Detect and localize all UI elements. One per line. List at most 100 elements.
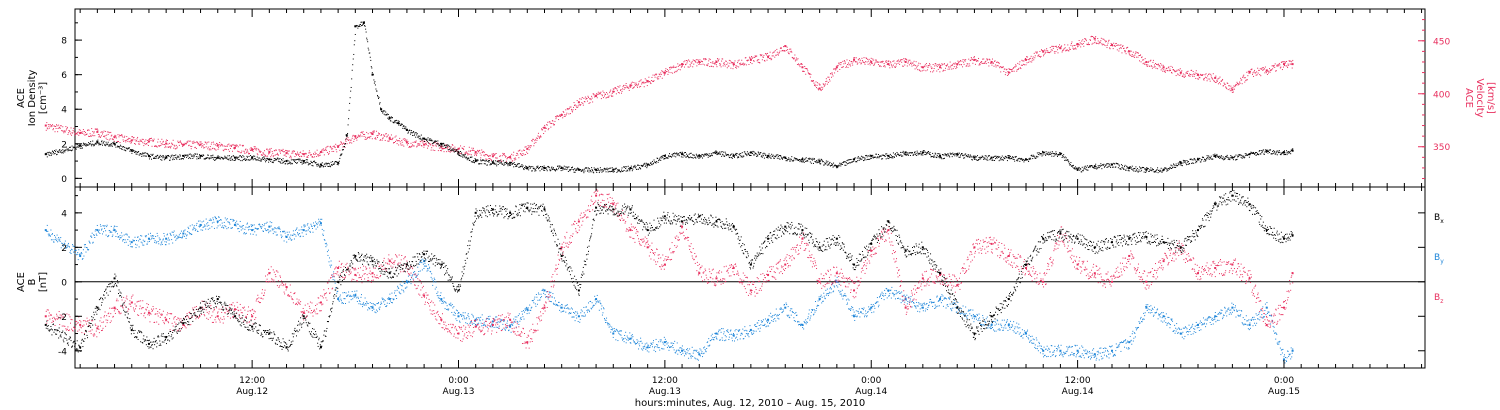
- density-sample: [812, 157, 814, 159]
- density-sample: [577, 168, 579, 170]
- density-sample: [578, 169, 580, 171]
- velocity-sample: [390, 138, 392, 140]
- velocity-sample: [438, 144, 440, 146]
- velocity-sample: [349, 141, 351, 143]
- density-sample: [468, 159, 470, 161]
- velocity-sample: [644, 82, 646, 84]
- density-sample: [362, 23, 364, 25]
- velocity-sample: [411, 145, 413, 147]
- density-sample: [1259, 150, 1261, 152]
- density-sample: [444, 145, 446, 147]
- density-sample: [761, 155, 763, 157]
- density-sample: [534, 168, 536, 170]
- density-sample: [784, 156, 786, 158]
- density-sample: [1126, 167, 1128, 169]
- density-sample: [66, 148, 68, 150]
- velocity-sample: [725, 60, 727, 62]
- velocity-sample: [363, 133, 365, 135]
- density-sample: [873, 156, 875, 158]
- density-sample: [90, 144, 92, 146]
- density-sample: [440, 146, 442, 148]
- density-sample: [397, 120, 399, 122]
- velocity-sample: [230, 145, 232, 147]
- density-sample: [770, 157, 772, 159]
- velocity-sample: [441, 148, 443, 150]
- velocity-sample: [801, 63, 803, 65]
- density-sample: [214, 159, 216, 161]
- density-sample: [1063, 154, 1065, 156]
- density-sample: [755, 153, 757, 155]
- density-sample: [1148, 170, 1150, 172]
- density-sample: [480, 159, 482, 161]
- density-sample: [542, 167, 544, 169]
- density-sample: [855, 161, 857, 163]
- velocity-sample: [55, 125, 57, 127]
- density-sample: [1010, 157, 1012, 159]
- density-sample: [191, 155, 193, 157]
- velocity-point: [79, 131, 82, 134]
- velocity-sample: [865, 61, 867, 63]
- density-sample: [1248, 154, 1250, 156]
- velocity-sample: [365, 136, 367, 138]
- velocity-sample: [115, 137, 117, 139]
- density-sample: [1030, 155, 1032, 157]
- density-sample: [1254, 153, 1256, 155]
- density-sample: [1223, 157, 1225, 159]
- velocity-sample: [1125, 53, 1127, 55]
- velocity-sample: [111, 134, 113, 136]
- density-sample: [1198, 159, 1200, 161]
- velocity-sample: [1171, 72, 1173, 74]
- density-sample: [710, 153, 712, 155]
- velocity-sample: [996, 64, 998, 66]
- density-sample: [322, 166, 324, 168]
- density-sample: [931, 155, 933, 157]
- density-sample: [1148, 170, 1150, 172]
- density-sample: [639, 167, 641, 169]
- velocity-sample: [460, 152, 462, 154]
- velocity-sample: [1043, 53, 1045, 55]
- density-sample: [1001, 159, 1003, 161]
- velocity-sample: [51, 125, 53, 127]
- density-sample: [1258, 150, 1260, 152]
- velocity-sample: [486, 158, 488, 160]
- density-sample: [1186, 160, 1188, 162]
- density-sample: [163, 159, 165, 161]
- velocity-sample: [1132, 55, 1134, 57]
- velocity-sample: [1009, 72, 1011, 74]
- velocity-sample: [590, 99, 592, 101]
- velocity-sample: [927, 66, 929, 68]
- density-sample: [594, 169, 596, 171]
- velocity-sample: [813, 82, 815, 84]
- velocity-sample: [1139, 54, 1141, 56]
- density-sample: [665, 157, 667, 159]
- density-sample: [447, 149, 449, 151]
- density-sample: [572, 168, 574, 170]
- density-sample: [1080, 171, 1082, 173]
- velocity-sample: [740, 62, 742, 64]
- density-sample: [533, 167, 535, 169]
- density-sample: [722, 154, 724, 156]
- velocity-sample: [959, 60, 961, 62]
- velocity-sample: [1287, 63, 1289, 65]
- density-sample: [815, 161, 817, 163]
- velocity-sample: [729, 62, 731, 64]
- density-sample: [106, 144, 108, 146]
- velocity-sample: [1145, 64, 1147, 66]
- density-sample: [1217, 156, 1219, 158]
- velocity-sample: [854, 57, 856, 59]
- density-sample: [342, 149, 344, 151]
- density-sample: [636, 168, 638, 170]
- density-sample: [1224, 158, 1226, 160]
- velocity-sample: [472, 149, 474, 151]
- velocity-sample: [478, 151, 480, 153]
- density-sample: [1263, 153, 1265, 155]
- velocity-sample: [810, 74, 812, 76]
- velocity-sample: [705, 58, 707, 60]
- velocity-sample: [1011, 70, 1013, 72]
- velocity-sample: [441, 147, 443, 149]
- density-sample: [300, 161, 302, 163]
- velocity-sample: [198, 144, 200, 146]
- velocity-sample: [226, 145, 228, 147]
- velocity-sample: [1257, 72, 1259, 74]
- velocity-sample: [1275, 70, 1277, 72]
